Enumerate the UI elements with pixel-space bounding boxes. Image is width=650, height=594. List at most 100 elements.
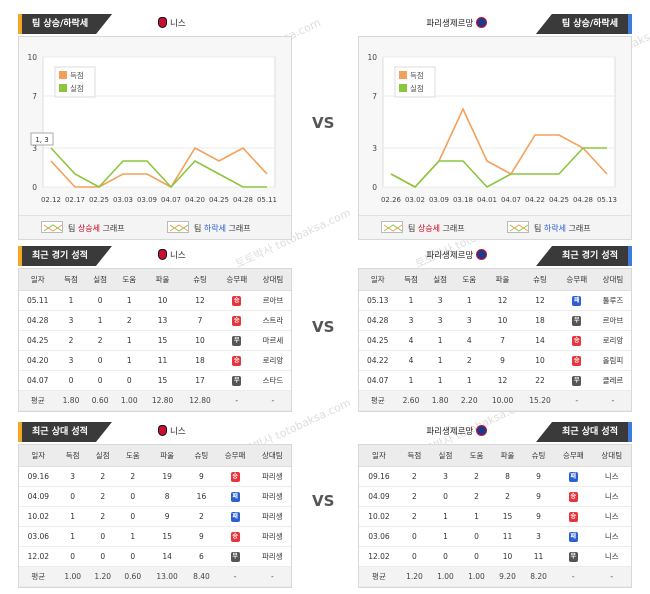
team-label: 니스 — [158, 425, 186, 437]
shots-cell: 16 — [186, 486, 217, 507]
x-tick-label: 04.20 — [185, 196, 205, 204]
chart-tooltip: 1, 3 — [30, 132, 54, 146]
fouls-cell: 15 — [143, 370, 182, 391]
result-badge: 승 — [232, 295, 242, 306]
shots-cell: 9 — [186, 466, 217, 487]
table-box: 일자 득점 실점 도움 파울 슈팅 승무패 상대팀 09.16 3 2 2 19 9 승 파리생 04.09 0 2… — [18, 444, 292, 588]
fouls-cell: 10 — [143, 290, 182, 311]
result-badge: 승 — [568, 511, 578, 522]
table-header-row: 일자 득점 실점 도움 파울 슈팅 승무패 상대팀 — [359, 269, 631, 291]
opponent-cell: 파리생 — [253, 526, 291, 547]
shots-cell: 17 — [181, 370, 219, 391]
table-box: 일자 득점 실점 도움 파울 슈팅 승무패 상대팀 05.11 1 0 1 10 12 승 르아브 04.28 3… — [18, 268, 292, 412]
opponent-cell: 파리생 — [253, 506, 291, 527]
column-header: 상대팀 — [592, 445, 631, 467]
y-tick-label: 3 — [32, 144, 37, 153]
average-scored-cell: 1.80 — [56, 390, 86, 411]
column-header: 일자 — [19, 445, 58, 467]
y-tick-label: 7 — [32, 92, 37, 101]
shots-cell: 18 — [521, 310, 559, 331]
section-header: 팀 상승/하락세 니스 — [18, 14, 292, 34]
scored-cell: 3 — [396, 310, 426, 331]
conceded-cell: 1 — [85, 310, 115, 331]
date-cell: 09.16 — [359, 466, 399, 487]
average-assists-cell: 1.00 — [114, 390, 144, 411]
result-cell: 승 — [554, 506, 593, 527]
section-header: 최근 경기 성적 파리생제르망 — [358, 246, 632, 266]
recent-home-table: 일자 득점 실점 도움 파울 슈팅 승무패 상대팀 05.11 1 0 1 10 12 승 르아브 04.28 3… — [19, 269, 291, 411]
assists-cell: 0 — [117, 546, 148, 567]
x-tick-label: 04.25 — [209, 196, 229, 204]
scored-cell: 0 — [398, 526, 430, 547]
x-tick-label: 04.25 — [549, 196, 569, 204]
column-header: 도움 — [454, 269, 484, 291]
opponent-cell: 로리앙 — [594, 330, 631, 351]
result-badge: 무 — [230, 551, 240, 562]
result-cell: 승 — [218, 310, 255, 331]
y-tick-label: 10 — [367, 53, 377, 62]
result-badge: 무 — [572, 315, 582, 326]
scored-cell: 3 — [56, 310, 86, 331]
shots-cell: 9 — [523, 466, 555, 487]
table-header-row: 일자 득점 실점 도움 파울 슈팅 승무패 상대팀 — [359, 445, 631, 467]
shots-cell: 10 — [521, 350, 559, 371]
home-trend-chart: 0 3 7 10 02.12 02.17 02.25 03.03 03.09 04.07 04.20… — [27, 53, 277, 204]
home-trend-panel: 팀 상승/하락세 니스 0 3 7 10 02.12 02.17 02.25 03.03 03.… — [18, 14, 292, 240]
column-header: 도움 — [460, 445, 492, 467]
column-header: 슈팅 — [521, 269, 559, 291]
date-cell: 04.09 — [359, 486, 399, 507]
conceded-cell: 2 — [87, 486, 118, 507]
column-header: 도움 — [114, 269, 144, 291]
conceded-cell: 2 — [87, 466, 118, 487]
date-cell: 04.25 — [19, 330, 57, 351]
average-opponent-cell: - — [592, 566, 631, 587]
shots-cell: 2 — [186, 506, 217, 527]
column-header: 일자 — [359, 445, 399, 467]
date-cell: 12.02 — [359, 546, 399, 567]
legend-label: 득점 — [410, 70, 424, 80]
opponent-cell: 로리앙 — [254, 350, 291, 371]
team-name: 니스 — [170, 427, 186, 437]
average-row: 평균 1.20 1.00 1.00 9.20 8.20- - — [359, 566, 631, 587]
shots-cell: 14 — [521, 330, 559, 351]
result-badge: 패 — [572, 295, 582, 306]
date-cell: 03.06 — [19, 526, 58, 547]
column-header: 득점 — [396, 269, 426, 291]
result-cell: 무 — [558, 310, 595, 331]
scored-cell: 2 — [398, 466, 430, 487]
table-row: 12.02 0 0 0 14 6 무 파리생 — [19, 546, 291, 567]
result-badge: 승 — [230, 471, 240, 482]
legend-swatch — [59, 71, 67, 79]
column-header: 도움 — [117, 445, 148, 467]
average-shots-cell: 12.80 — [181, 390, 219, 411]
result-badge: 패 — [230, 491, 240, 502]
scored-cell: 1 — [57, 526, 88, 547]
column-header: 상대팀 — [594, 269, 631, 291]
section-title: 최근 상대 성적 — [18, 422, 112, 442]
assists-cell: 4 — [454, 330, 484, 351]
scored-cell: 4 — [396, 330, 426, 351]
table-row: 05.13 1 3 1 12 12 패 툴루즈 — [359, 290, 631, 311]
opponent-cell: 스트라 — [254, 310, 291, 331]
shots-cell: 9 — [186, 526, 217, 547]
team-name: 니스 — [170, 251, 186, 261]
result-cell: 승 — [216, 526, 254, 547]
date-cell: 04.09 — [19, 486, 58, 507]
legend-swatch — [59, 84, 67, 92]
psg-logo-icon — [476, 425, 487, 436]
conceded-cell: 0 — [85, 350, 115, 371]
average-fouls-cell: 9.20 — [492, 566, 524, 587]
scored-cell: 0 — [57, 486, 88, 507]
series-line-conceded — [390, 147, 607, 188]
column-header: 승무패 — [216, 445, 254, 467]
fouls-cell: 15 — [143, 330, 182, 351]
conceded-cell: 0 — [87, 546, 118, 567]
legend-swatch — [399, 71, 407, 79]
assists-cell: 2 — [460, 466, 492, 487]
fouls-cell: 13 — [143, 310, 182, 331]
svg-text:1, 3: 1, 3 — [35, 136, 48, 144]
average-label-cell: 평균 — [19, 566, 58, 587]
team-name: 파리생제르망 — [426, 251, 474, 261]
date-cell: 05.13 — [359, 290, 397, 311]
